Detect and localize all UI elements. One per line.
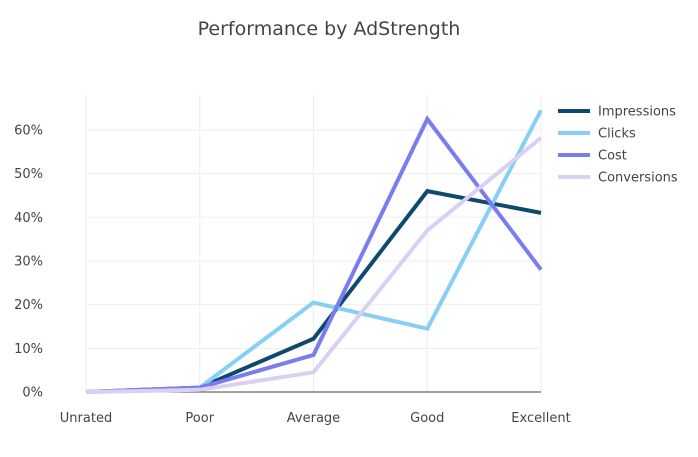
- legend-label-conversions[interactable]: Conversions: [598, 171, 678, 186]
- y-tick-label: 60%: [14, 123, 43, 138]
- x-tick-label: Good: [410, 411, 444, 426]
- y-tick-label: 40%: [14, 211, 43, 226]
- legend[interactable]: Impressions Clicks Cost Conversions: [558, 105, 678, 186]
- x-tick-label: Excellent: [511, 411, 570, 426]
- legend-label-cost[interactable]: Cost: [598, 149, 627, 164]
- series-line-conversions[interactable]: [85, 136, 543, 394]
- y-tick-label: 50%: [14, 167, 43, 182]
- series-lines: [85, 109, 543, 394]
- y-tick-label: 20%: [14, 298, 43, 313]
- x-tick-label: Unrated: [60, 411, 112, 426]
- y-axis: 0% 10% 20% 30% 40% 50% 60%: [14, 123, 43, 400]
- legend-label-impressions[interactable]: Impressions: [598, 105, 676, 120]
- gridlines: [85, 95, 542, 392]
- x-axis: Unrated Poor Average Good Excellent: [60, 411, 571, 426]
- y-tick-label: 0%: [22, 386, 43, 401]
- chart-title: Performance by AdStrength: [198, 18, 461, 40]
- x-tick-label: Poor: [185, 411, 214, 426]
- x-tick-label: Average: [287, 411, 340, 426]
- y-tick-label: 30%: [14, 254, 43, 269]
- y-tick-label: 10%: [14, 342, 43, 357]
- legend-label-clicks[interactable]: Clicks: [598, 127, 636, 142]
